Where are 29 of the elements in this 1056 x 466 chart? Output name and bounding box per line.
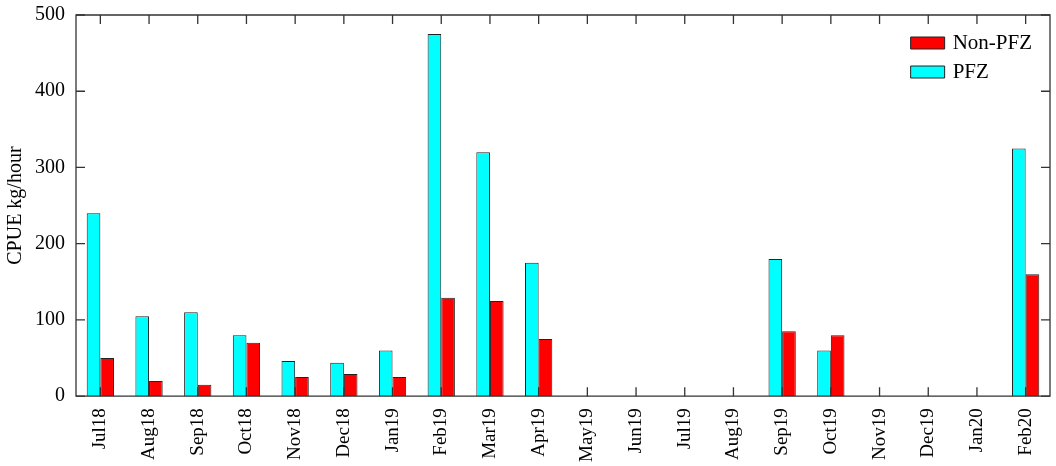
y-axis-title: CPUE kg/hour	[3, 146, 27, 265]
x-tick-label: Feb20	[1013, 408, 1035, 456]
x-tick-label: Mar19	[477, 408, 499, 459]
x-tick-label: Jul19	[672, 408, 694, 450]
x-tick-label: Jan19	[380, 408, 402, 453]
y-tick-label: 0	[55, 383, 65, 406]
x-tick-label: Jun19	[624, 408, 646, 454]
x-tick-label: May19	[575, 408, 597, 462]
y-tick-label: 400	[35, 78, 65, 101]
y-tick-label: 500	[35, 2, 65, 25]
x-tick-label: Jan20	[964, 408, 986, 453]
x-tick-label: Oct19	[818, 408, 840, 455]
x-tick-label: Oct18	[234, 408, 256, 455]
x-tick-label: Aug18	[137, 408, 159, 460]
x-tick-label: Sep19	[770, 408, 792, 456]
x-tick-label: Apr19	[526, 408, 548, 457]
x-tick-label: Jul18	[88, 408, 110, 450]
y-tick-label: 200	[35, 230, 65, 253]
x-tick-label: Feb19	[429, 408, 451, 456]
x-tick-label: Aug19	[721, 408, 743, 460]
y-tick-label: 100	[35, 307, 65, 330]
x-tick-label: Nov19	[867, 408, 889, 460]
x-tick-label: Sep18	[185, 408, 207, 456]
x-tick-label: Dec19	[916, 408, 938, 458]
x-tick-label: Dec18	[331, 408, 353, 458]
legend-label: PFZ	[952, 58, 989, 83]
x-tick-label: Nov18	[283, 408, 305, 460]
y-tick-label: 300	[35, 154, 65, 177]
legend-label: Non-PFZ	[952, 29, 1033, 54]
